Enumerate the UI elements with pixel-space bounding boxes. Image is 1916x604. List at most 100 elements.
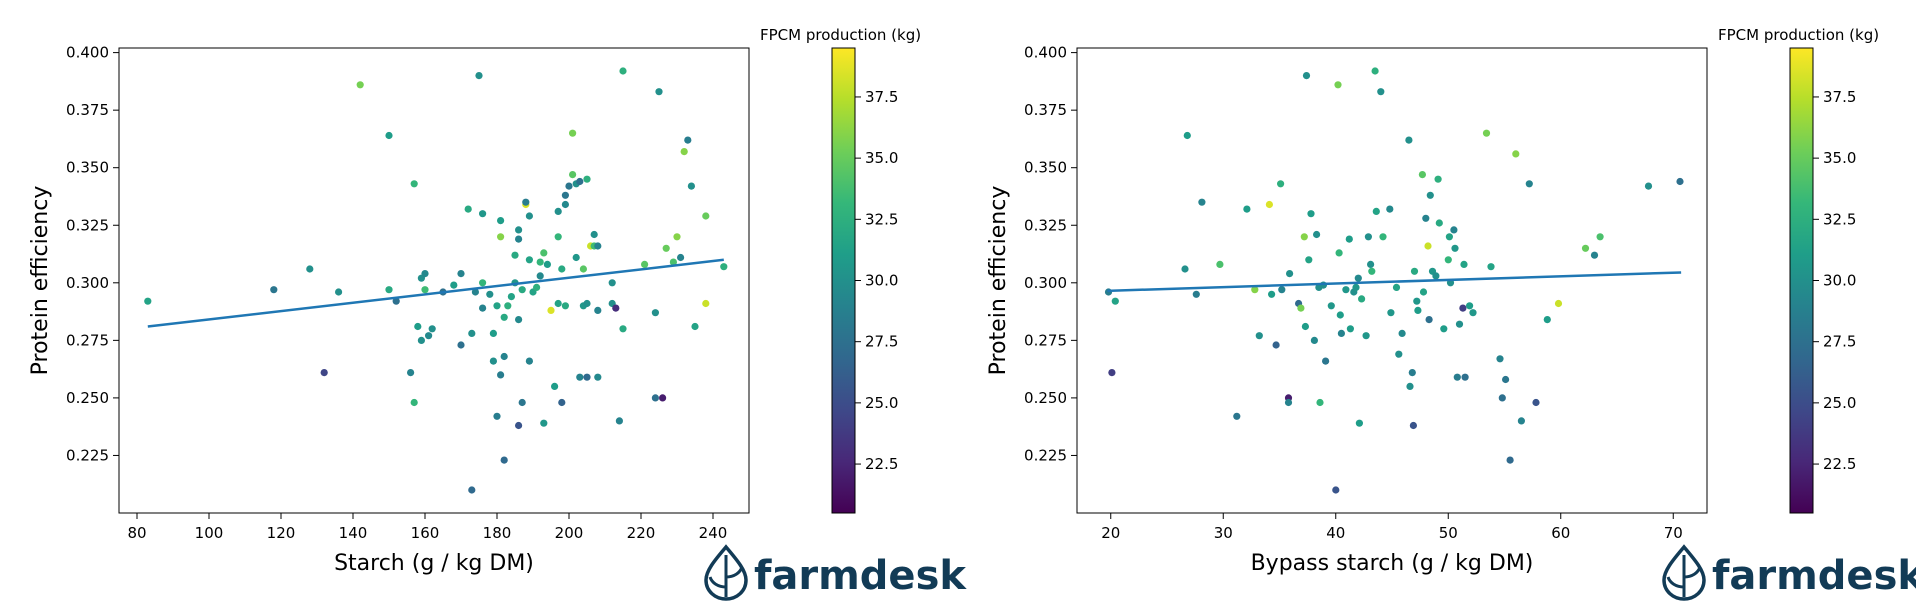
data-point <box>1432 272 1440 280</box>
data-point <box>1368 267 1376 275</box>
data-point <box>497 233 505 241</box>
data-point <box>525 212 534 220</box>
data-point <box>1300 233 1308 241</box>
x-tick-label: 200 <box>555 524 584 542</box>
data-point <box>1469 309 1477 317</box>
chart-bypass-starch: 20 30 40 50 60 70 0.225 0.250 0.275 0.300 0.325 0.3… <box>986 26 1916 601</box>
data-point <box>1426 191 1434 199</box>
drop-outline <box>1662 544 1706 601</box>
data-point <box>392 297 400 305</box>
data-point <box>1377 88 1385 96</box>
data-point <box>468 329 476 337</box>
y-tick-label: 0.225 <box>1024 446 1067 464</box>
data-point <box>551 382 559 390</box>
y-tick-label: 0.375 <box>66 101 109 119</box>
data-point <box>565 182 573 190</box>
data-point <box>590 230 598 239</box>
data-point <box>1445 233 1453 241</box>
data-point <box>1466 302 1474 310</box>
x-tick-label: 180 <box>483 524 512 542</box>
data-point <box>1371 67 1379 75</box>
data-point <box>554 233 562 241</box>
data-point <box>1108 369 1116 377</box>
data-point <box>569 171 577 179</box>
data-point <box>1301 322 1309 331</box>
data-point <box>1460 260 1468 268</box>
data-point <box>428 325 436 333</box>
data-point <box>691 322 699 331</box>
leaf-vein-left <box>708 576 727 589</box>
data-point <box>1358 295 1366 303</box>
y-tick-label: 0.300 <box>1024 274 1067 292</box>
y-tick-label: 0.225 <box>66 446 109 464</box>
x-axis-label: Starch (g / kg DM) <box>334 551 534 576</box>
data-point <box>486 290 494 298</box>
data-point <box>594 242 602 250</box>
data-point <box>511 251 519 259</box>
data-point <box>536 258 544 266</box>
data-point <box>536 272 544 280</box>
data-point <box>687 182 696 190</box>
data-point <box>1498 394 1506 402</box>
data-point <box>1419 288 1428 296</box>
data-point <box>1410 267 1419 275</box>
data-point <box>306 265 314 273</box>
data-point <box>425 332 433 340</box>
data-point <box>608 279 616 287</box>
data-point <box>1676 177 1684 186</box>
colorbar-tick-label: 35.0 <box>1823 149 1856 167</box>
data-point <box>594 373 602 381</box>
y-tick-label: 0.400 <box>1024 44 1067 62</box>
x-tick-label: 240 <box>699 524 728 542</box>
data-point <box>1334 81 1342 89</box>
data-point <box>522 198 530 206</box>
colorbar-tick-label: 22.5 <box>1823 455 1856 473</box>
data-point <box>579 265 588 273</box>
data-point <box>662 244 670 252</box>
data-point <box>1422 214 1430 222</box>
data-point <box>554 299 562 308</box>
colorbar <box>1789 47 1814 514</box>
chart-starch: 80 100 120 140 160 180 200 220 240 0.225 0.250 0.27… <box>28 26 967 601</box>
data-point <box>1517 417 1525 425</box>
data-point <box>1440 325 1448 333</box>
data-point <box>489 329 497 337</box>
plot-frame <box>1076 47 1708 514</box>
data-point <box>1554 299 1563 308</box>
colorbar-tick-label: 25.0 <box>1823 394 1856 412</box>
regression-line <box>147 258 724 328</box>
data-point <box>720 263 728 271</box>
data-point <box>270 286 278 294</box>
data-point <box>1255 332 1263 340</box>
data-point <box>540 249 548 257</box>
drop-leaf-icon <box>704 544 748 601</box>
data-point <box>497 371 505 379</box>
colorbar-tick-label: 22.5 <box>865 455 898 473</box>
x-tick-label: 140 <box>339 524 368 542</box>
data-point <box>1310 336 1318 344</box>
y-tick-label: 0.350 <box>1024 159 1067 177</box>
data-point <box>1243 205 1251 213</box>
data-point <box>540 419 548 427</box>
data-point <box>561 302 570 310</box>
data-point <box>1336 311 1344 319</box>
data-point <box>1455 320 1464 328</box>
data-point <box>1337 329 1345 337</box>
scatter-points <box>1104 67 1684 494</box>
x-tick-label: 120 <box>267 524 296 542</box>
data-point <box>702 212 710 220</box>
data-point <box>1268 290 1276 298</box>
y-tick-label: 0.275 <box>1024 331 1067 349</box>
farmdesk-logo: farmdesk <box>704 544 967 601</box>
data-point <box>497 217 505 225</box>
data-point <box>1379 233 1387 241</box>
data-point <box>1198 198 1206 206</box>
data-point <box>561 191 570 199</box>
x-tick-label: 60 <box>1551 524 1570 542</box>
data-point <box>702 299 710 308</box>
leaf-vein-left <box>1666 576 1685 589</box>
data-point <box>1327 302 1335 310</box>
data-point <box>1277 180 1285 188</box>
data-point <box>1111 297 1119 305</box>
data-point <box>450 281 458 289</box>
